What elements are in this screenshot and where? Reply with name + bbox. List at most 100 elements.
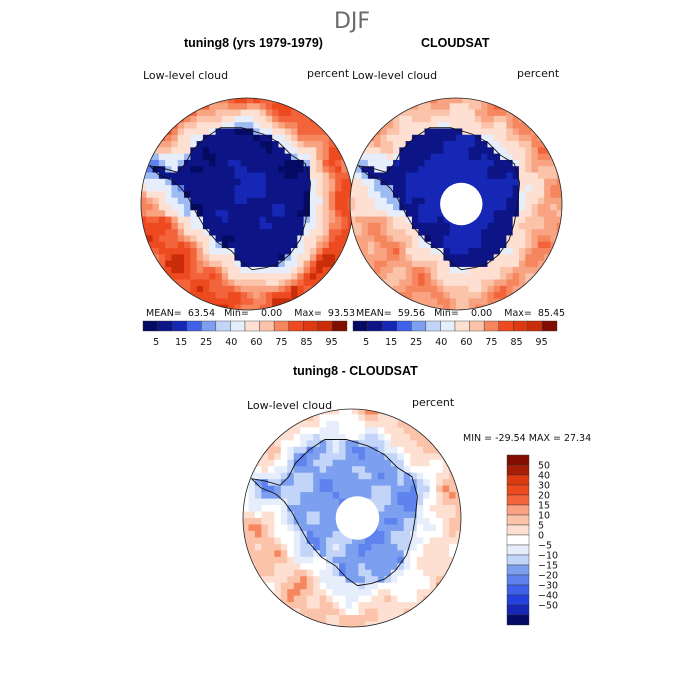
field-cell — [253, 285, 261, 293]
field-cell — [500, 298, 507, 306]
field-cell — [280, 537, 288, 545]
field-cell — [265, 122, 273, 129]
field-cell — [267, 485, 275, 493]
field-cell — [313, 459, 321, 467]
field-cell — [272, 109, 279, 117]
field-cell — [228, 273, 235, 281]
field-cell — [506, 103, 514, 111]
field-cell — [339, 530, 347, 538]
field-cell — [326, 485, 334, 493]
field-cell — [462, 98, 470, 104]
field-cell — [449, 498, 457, 506]
field-cell — [287, 459, 295, 467]
field-cell — [437, 292, 444, 299]
field-cell — [278, 266, 286, 274]
field-cell — [423, 576, 431, 584]
field-cell — [487, 185, 495, 192]
field-cell — [424, 210, 432, 218]
field-cell — [345, 414, 353, 422]
field-cell — [403, 440, 411, 448]
field-cell — [328, 235, 336, 243]
field-cell — [240, 216, 248, 224]
field-cell — [339, 479, 347, 487]
field-cell — [274, 550, 282, 558]
field-cell — [259, 153, 267, 161]
field-cell — [355, 172, 363, 180]
field-cell — [253, 141, 261, 148]
field-cell — [456, 254, 463, 262]
field-cell — [300, 453, 308, 461]
field-cell — [493, 292, 501, 299]
field-cell — [468, 254, 476, 262]
field-cell — [202, 273, 210, 281]
field-cell — [332, 569, 340, 577]
field-cell — [272, 191, 279, 199]
field-cell — [221, 98, 229, 104]
colorbar-swatch — [506, 584, 530, 596]
field-cell — [411, 185, 419, 192]
field-cell — [493, 254, 501, 262]
field-cell — [234, 285, 242, 293]
field-cell — [468, 141, 476, 148]
field-cell — [253, 210, 261, 218]
field-cell — [284, 134, 292, 142]
field-cell — [393, 191, 400, 199]
field-cell — [361, 235, 369, 243]
field-cell — [265, 266, 273, 274]
field-cell — [411, 216, 419, 224]
field-cell — [316, 172, 324, 180]
field-cell — [309, 172, 317, 180]
field-cell — [364, 576, 372, 584]
field-cell — [253, 147, 261, 155]
field-cell — [481, 153, 488, 161]
field-cell — [326, 511, 334, 519]
colorbar-tick-label: 40 — [225, 337, 237, 348]
field-cell — [455, 518, 461, 525]
field-cell — [374, 134, 381, 142]
field-cell — [384, 511, 392, 519]
field-cell — [313, 511, 321, 519]
field-cell — [397, 459, 405, 467]
field-cell — [367, 153, 375, 161]
field-cell — [442, 472, 450, 480]
field-cell — [525, 197, 533, 205]
field-cell — [309, 141, 317, 148]
field-cell — [215, 292, 223, 299]
field-cell — [313, 595, 321, 603]
field-cell — [512, 235, 520, 243]
field-cell — [280, 505, 288, 513]
field-cell — [358, 414, 366, 422]
field-cell — [196, 185, 204, 192]
field-cell — [278, 210, 286, 218]
field-cell — [184, 273, 191, 281]
field-cell — [462, 141, 470, 148]
field-cell — [418, 128, 426, 136]
field-cell — [380, 147, 388, 155]
field-cell — [374, 279, 381, 287]
field-cell — [449, 147, 457, 155]
field-cell — [384, 485, 392, 493]
field-cell — [267, 453, 275, 461]
field-cell — [254, 453, 262, 461]
field-cell — [221, 103, 229, 111]
field-cell — [367, 254, 375, 262]
field-cell — [293, 602, 301, 610]
field-cell — [518, 241, 526, 249]
field-cell — [393, 159, 400, 167]
field-cell — [380, 172, 388, 180]
field-cell — [424, 153, 432, 161]
field-cell — [437, 172, 444, 180]
field-cell — [449, 530, 457, 538]
field-cell — [371, 569, 379, 577]
field-cell — [287, 518, 295, 525]
field-cell — [358, 409, 366, 415]
field-cell — [303, 172, 311, 180]
field-cell — [328, 172, 336, 180]
colorbar-swatch — [186, 320, 202, 332]
field-cell — [339, 427, 347, 435]
field-cell — [430, 185, 438, 192]
field-cell — [371, 446, 379, 454]
field-cell — [171, 235, 179, 243]
field-cell — [261, 505, 269, 513]
field-cell — [293, 556, 301, 564]
